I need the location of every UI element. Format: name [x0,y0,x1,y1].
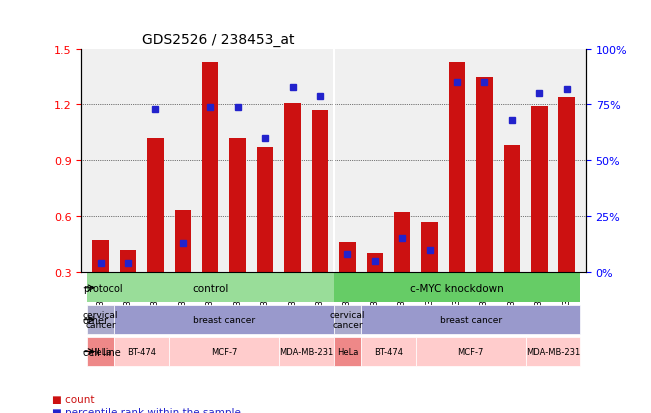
FancyBboxPatch shape [525,337,581,366]
Bar [504,146,520,272]
Text: ■ percentile rank within the sample: ■ percentile rank within the sample [52,407,241,413]
FancyBboxPatch shape [87,337,115,366]
Bar [92,241,109,272]
Text: GDS2526 / 238453_at: GDS2526 / 238453_at [142,33,294,47]
FancyBboxPatch shape [115,337,169,366]
Text: cervical
cancer: cervical cancer [83,310,118,330]
Text: HeLa: HeLa [337,347,358,356]
Text: cell line: cell line [83,347,120,357]
FancyBboxPatch shape [361,306,581,334]
Bar [367,254,383,272]
Text: MCF-7: MCF-7 [211,347,237,356]
Text: control: control [192,283,229,293]
FancyBboxPatch shape [87,306,115,334]
Bar [394,213,410,272]
Bar [147,139,163,272]
Text: breast cancer: breast cancer [193,316,255,324]
Text: other: other [83,315,109,325]
FancyBboxPatch shape [334,337,361,366]
Bar [202,62,219,272]
FancyBboxPatch shape [416,337,525,366]
FancyBboxPatch shape [87,274,334,302]
Text: cervical
cancer: cervical cancer [329,310,365,330]
Bar [229,139,246,272]
Bar [339,242,355,272]
Bar [120,250,136,272]
Bar [174,211,191,272]
Text: c-MYC knockdown: c-MYC knockdown [410,283,504,293]
Text: MDA-MB-231: MDA-MB-231 [279,347,333,356]
Text: BT-474: BT-474 [127,347,156,356]
FancyBboxPatch shape [361,337,416,366]
Text: breast cancer: breast cancer [439,316,502,324]
Bar [312,111,328,272]
Bar [559,98,575,272]
FancyBboxPatch shape [115,306,334,334]
FancyBboxPatch shape [334,274,581,302]
Bar [284,103,301,272]
Text: ■ count: ■ count [52,394,94,404]
FancyBboxPatch shape [169,337,279,366]
FancyBboxPatch shape [334,306,361,334]
Text: HeLa: HeLa [90,347,111,356]
Bar [421,222,438,272]
Bar [531,107,547,272]
Text: protocol: protocol [83,283,122,293]
Text: MDA-MB-231: MDA-MB-231 [526,347,580,356]
Bar [449,62,465,272]
Text: BT-474: BT-474 [374,347,403,356]
Bar [257,148,273,272]
Bar [477,77,493,272]
Text: MCF-7: MCF-7 [458,347,484,356]
FancyBboxPatch shape [279,337,334,366]
